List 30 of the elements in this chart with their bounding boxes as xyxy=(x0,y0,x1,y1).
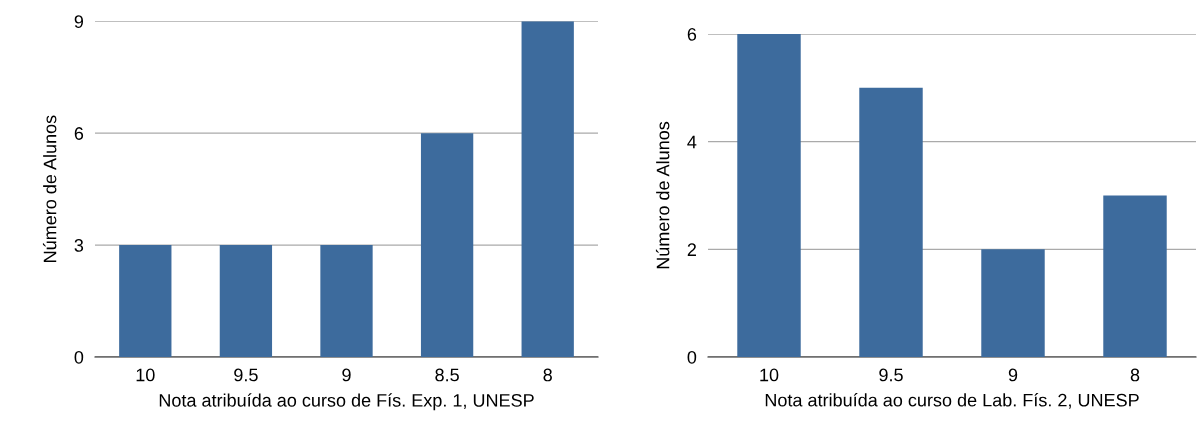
y-tick-label: 0 xyxy=(687,350,697,364)
bar xyxy=(737,34,801,357)
bar xyxy=(320,245,373,357)
x-tick-label: 8 xyxy=(1130,368,1140,382)
y-tick-label: 6 xyxy=(687,27,697,41)
x-axis-title: Nota atribuída ao curso de Lab. Fís. 2, UNESP xyxy=(765,393,1139,409)
x-tick-label: 9 xyxy=(342,368,351,382)
y-axis-title: Número de Alunos xyxy=(655,121,670,269)
y-tick-label: 3 xyxy=(74,239,84,252)
x-tick-label: 8 xyxy=(543,368,552,382)
bar xyxy=(119,245,172,357)
bar xyxy=(219,245,273,357)
x-tick-label: 10 xyxy=(136,368,155,382)
y-tick-label: 6 xyxy=(74,127,84,140)
y-tick-label: 4 xyxy=(687,135,697,149)
x-tick-label: 10 xyxy=(760,368,779,382)
bar xyxy=(521,21,574,357)
x-tick-label: 9.5 xyxy=(234,368,258,382)
bar xyxy=(981,249,1045,357)
x-tick-label: 9.5 xyxy=(879,368,903,382)
x-tick-label: 8.5 xyxy=(435,368,459,382)
x-axis-title: Nota atribuída ao curso de Fís. Exp. 1, UNESP xyxy=(159,393,534,411)
x-tick-label: 9 xyxy=(1008,368,1018,382)
y-tick-label: 2 xyxy=(687,243,696,256)
y-tick-label: 9 xyxy=(74,15,84,28)
bar xyxy=(1103,195,1167,357)
bar xyxy=(859,87,923,357)
y-tick-label: 0 xyxy=(74,350,84,364)
y-axis-title: Número de Alunos xyxy=(42,115,57,262)
bar xyxy=(420,133,474,357)
